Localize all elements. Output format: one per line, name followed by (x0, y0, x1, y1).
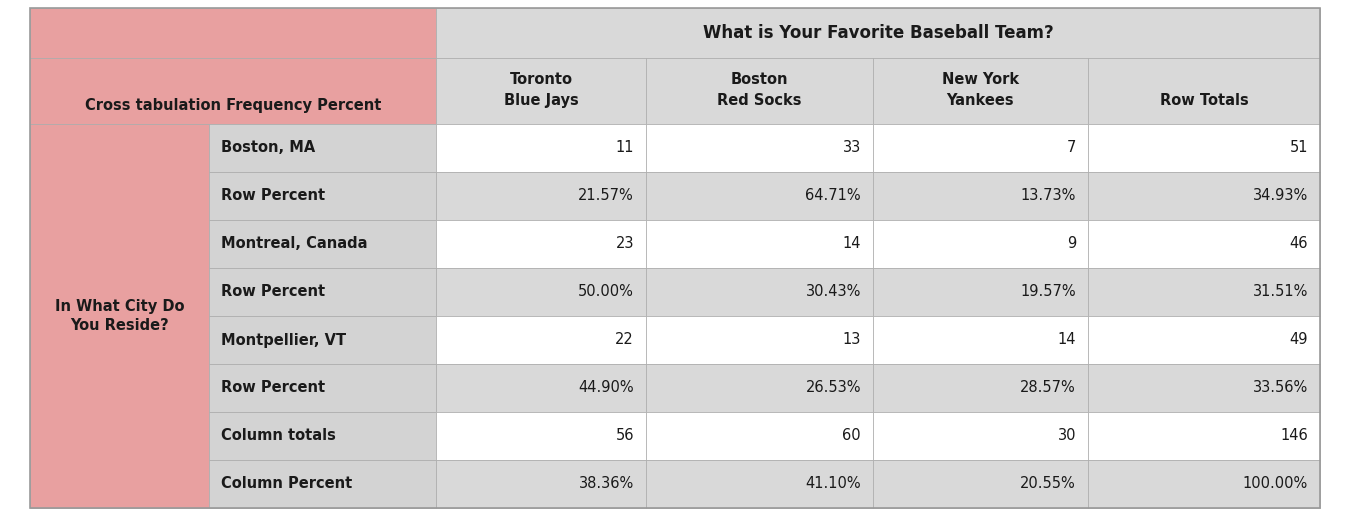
Text: Row Percent: Row Percent (221, 189, 325, 203)
Bar (646, 460, 873, 508)
Bar (646, 172, 873, 220)
Text: 9: 9 (1067, 236, 1076, 252)
Bar (436, 220, 646, 268)
Text: 46: 46 (1289, 236, 1308, 252)
Text: Blue Jays: Blue Jays (504, 93, 578, 108)
Bar (209, 412, 436, 460)
Bar (436, 8, 1320, 58)
Bar (873, 412, 1089, 460)
Bar (30, 58, 436, 124)
Text: 19.57%: 19.57% (1021, 285, 1076, 300)
Text: Column Percent: Column Percent (221, 476, 352, 492)
Text: Boston: Boston (731, 72, 788, 86)
Bar (1089, 412, 1320, 460)
Text: Montreal, Canada: Montreal, Canada (221, 236, 367, 252)
Text: 30.43%: 30.43% (806, 285, 861, 300)
Bar (436, 412, 646, 460)
Bar (646, 316, 873, 364)
Text: 11: 11 (616, 140, 634, 156)
Text: 50.00%: 50.00% (578, 285, 634, 300)
Text: Column totals: Column totals (221, 429, 336, 443)
Text: In What City Do
You Reside?: In What City Do You Reside? (54, 299, 184, 333)
Text: 26.53%: 26.53% (806, 380, 861, 396)
Bar (1089, 364, 1320, 412)
Text: 30: 30 (1057, 429, 1076, 443)
Text: 41.10%: 41.10% (806, 476, 861, 492)
Bar (436, 460, 646, 508)
Bar (436, 268, 646, 316)
Text: 49: 49 (1289, 333, 1308, 347)
Bar (646, 220, 873, 268)
Text: 28.57%: 28.57% (1021, 380, 1076, 396)
Text: New York: New York (942, 72, 1020, 86)
Bar (873, 364, 1089, 412)
Text: 14: 14 (1057, 333, 1076, 347)
Text: 33: 33 (842, 140, 861, 156)
Text: 64.71%: 64.71% (806, 189, 861, 203)
Bar (30, 8, 436, 58)
Bar (873, 220, 1089, 268)
Bar (873, 172, 1089, 220)
Bar (209, 268, 436, 316)
Text: 38.36%: 38.36% (578, 476, 634, 492)
Bar (1089, 124, 1320, 172)
Text: 7: 7 (1067, 140, 1076, 156)
Text: 100.00%: 100.00% (1243, 476, 1308, 492)
Text: Yankees: Yankees (946, 93, 1014, 108)
Text: 31.51%: 31.51% (1252, 285, 1308, 300)
Bar (646, 268, 873, 316)
Text: Boston, MA: Boston, MA (221, 140, 315, 156)
Text: 13: 13 (842, 333, 861, 347)
Text: 23: 23 (616, 236, 634, 252)
Text: What is Your Favorite Baseball Team?: What is Your Favorite Baseball Team? (703, 24, 1053, 42)
Bar (209, 364, 436, 412)
Text: 21.57%: 21.57% (578, 189, 634, 203)
Bar (436, 316, 646, 364)
Bar (646, 124, 873, 172)
Text: 33.56%: 33.56% (1252, 380, 1308, 396)
Bar (873, 268, 1089, 316)
Bar (209, 124, 436, 172)
Bar (646, 58, 873, 124)
Bar (1089, 268, 1320, 316)
Bar (209, 316, 436, 364)
Text: Montpellier, VT: Montpellier, VT (221, 333, 347, 347)
Bar (209, 460, 436, 508)
Bar (1089, 58, 1320, 124)
Text: 13.73%: 13.73% (1021, 189, 1076, 203)
Text: 34.93%: 34.93% (1252, 189, 1308, 203)
Bar (436, 58, 646, 124)
Text: Toronto: Toronto (509, 72, 573, 86)
Bar (1089, 316, 1320, 364)
Text: 56: 56 (616, 429, 634, 443)
Text: Row Totals: Row Totals (1159, 93, 1248, 108)
Bar (209, 220, 436, 268)
Bar (209, 172, 436, 220)
Text: 146: 146 (1281, 429, 1308, 443)
Text: 60: 60 (842, 429, 861, 443)
Text: Cross tabulation Frequency Percent: Cross tabulation Frequency Percent (85, 98, 382, 113)
Bar (646, 364, 873, 412)
Bar (436, 124, 646, 172)
Bar (873, 58, 1089, 124)
Bar (1089, 460, 1320, 508)
Text: 20.55%: 20.55% (1021, 476, 1076, 492)
Bar (30, 124, 209, 508)
Bar (436, 364, 646, 412)
Bar (873, 124, 1089, 172)
Bar (873, 460, 1089, 508)
Text: Row Percent: Row Percent (221, 285, 325, 300)
Bar (646, 412, 873, 460)
Bar (1089, 172, 1320, 220)
Bar (436, 172, 646, 220)
Text: 51: 51 (1289, 140, 1308, 156)
Text: 44.90%: 44.90% (578, 380, 634, 396)
Text: 22: 22 (615, 333, 634, 347)
Text: 14: 14 (842, 236, 861, 252)
Text: Red Socks: Red Socks (718, 93, 802, 108)
Text: Row Percent: Row Percent (221, 380, 325, 396)
Bar (873, 316, 1089, 364)
Bar (1089, 220, 1320, 268)
